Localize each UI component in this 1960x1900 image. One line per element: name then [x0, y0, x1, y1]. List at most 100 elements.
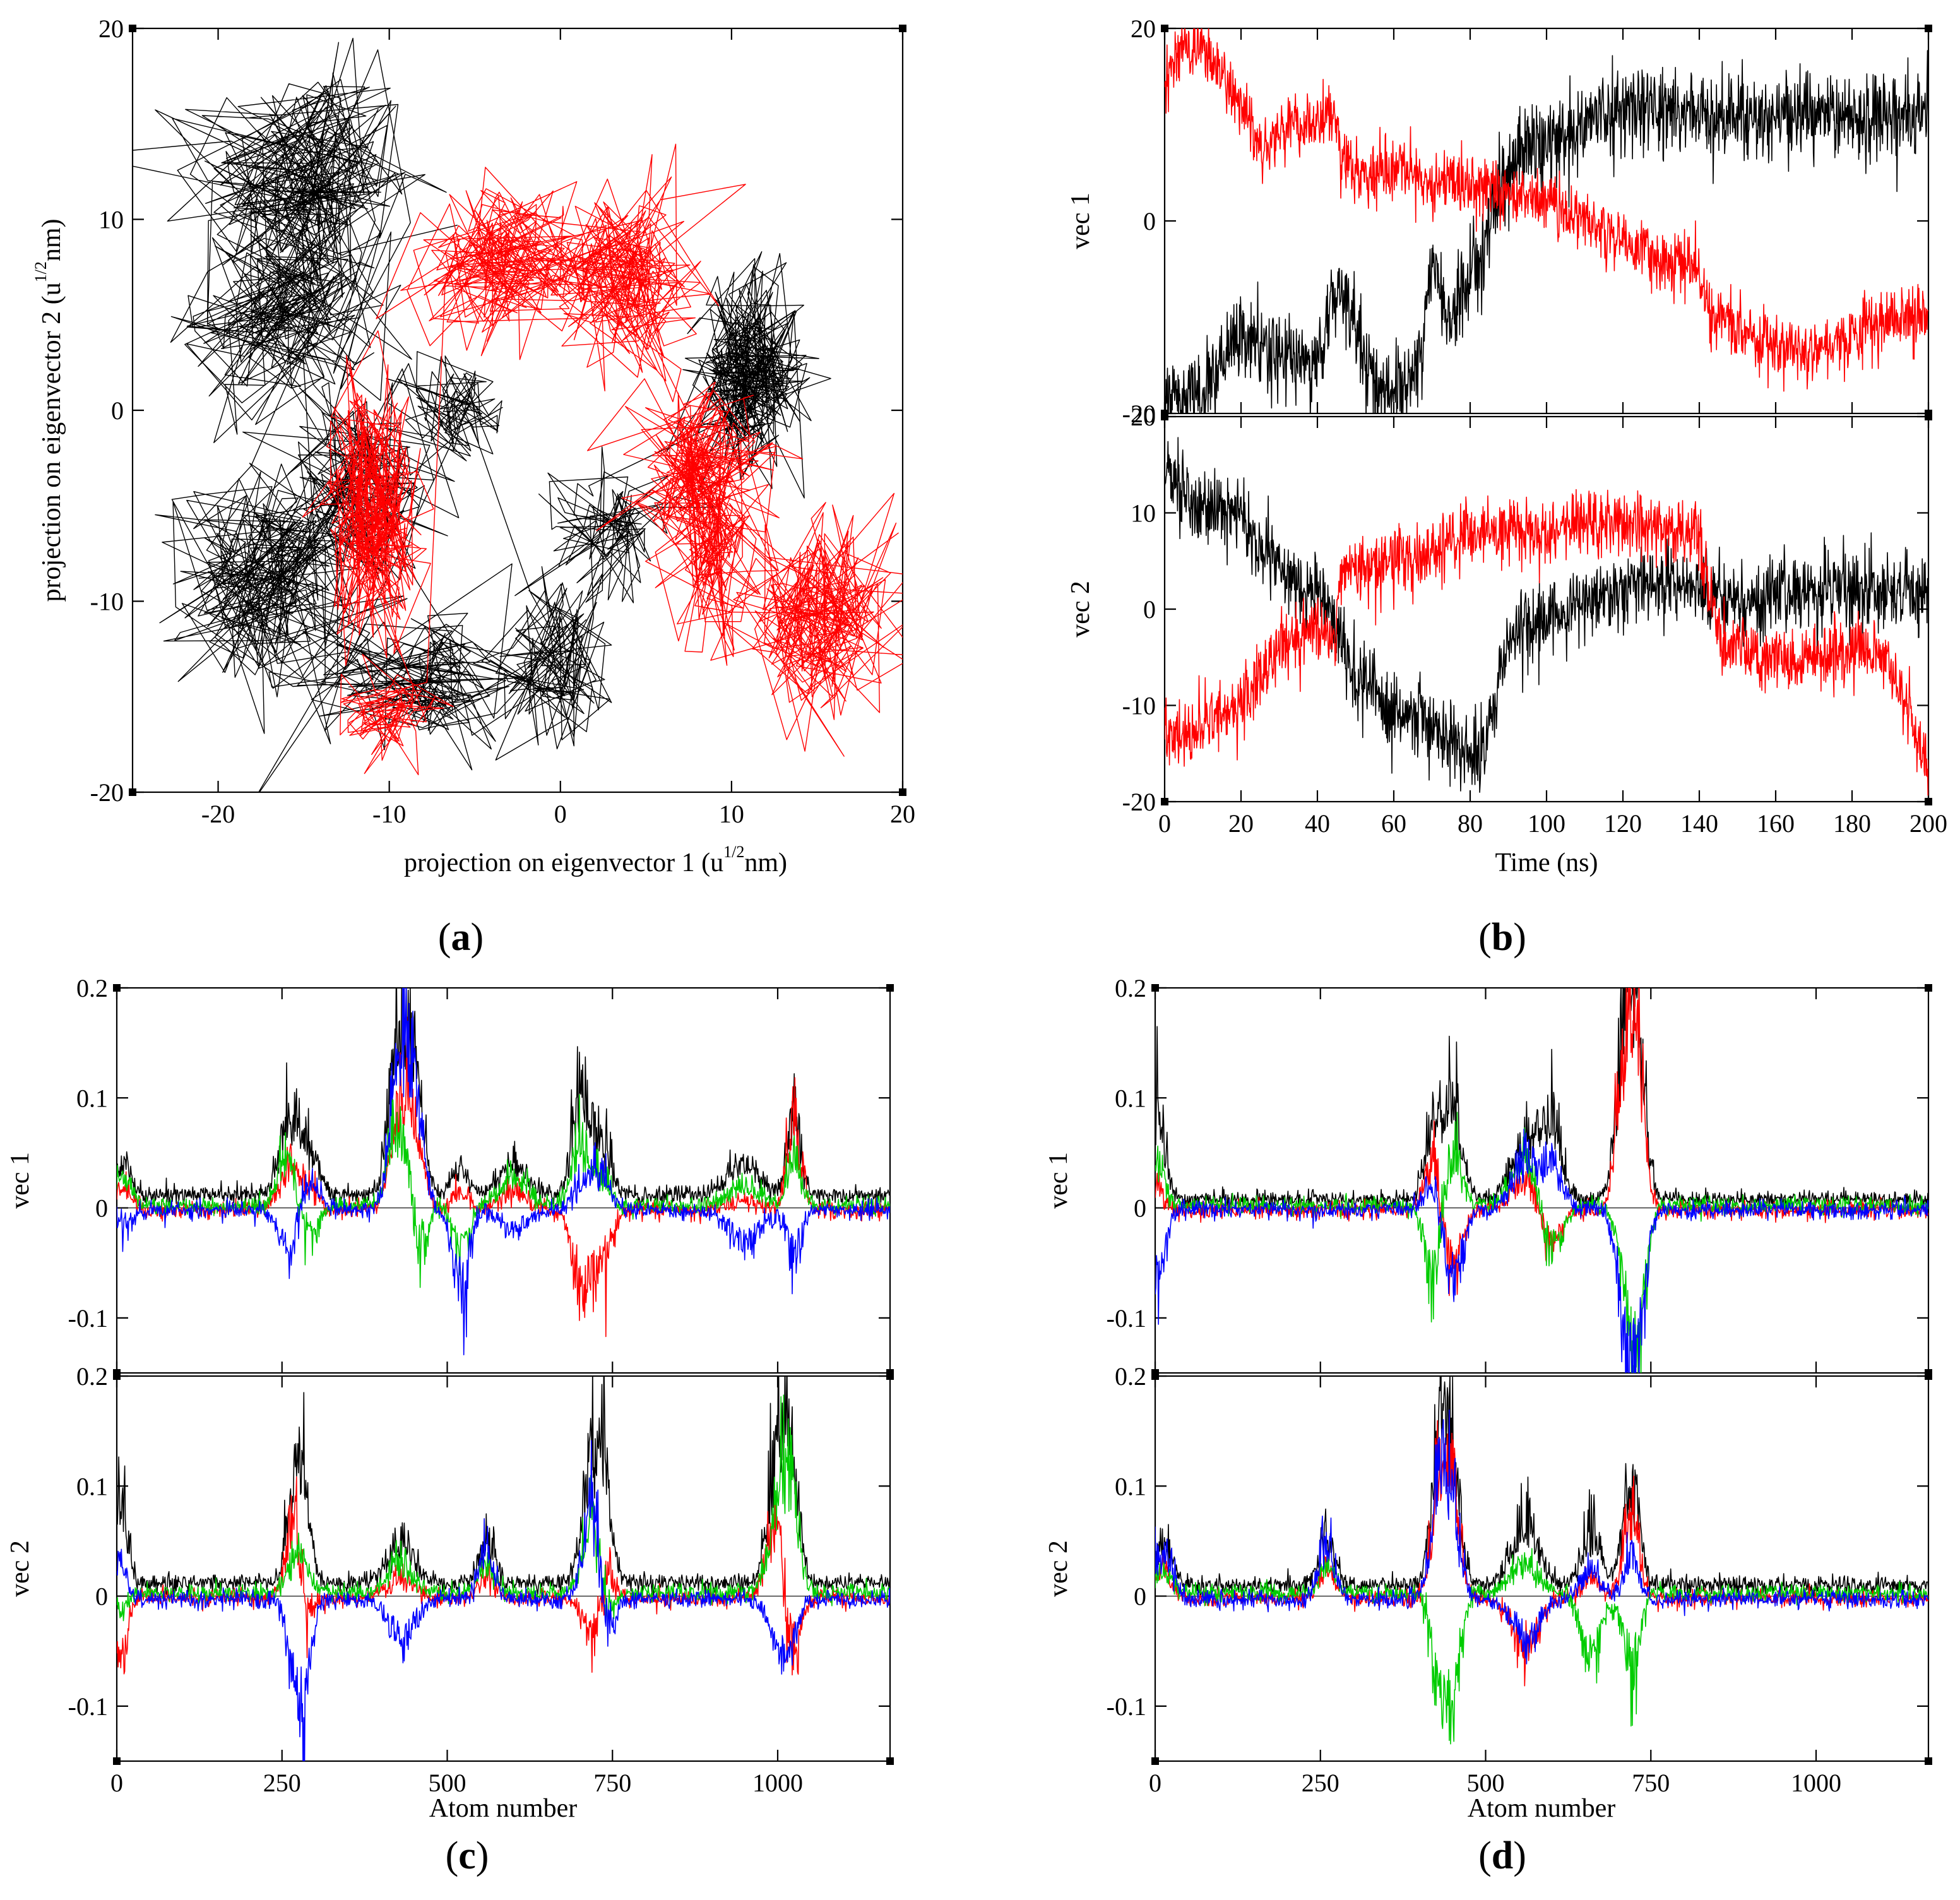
corner-marker: [886, 1372, 894, 1380]
series-group: [1165, 28, 1928, 413]
y-axis-label: projection on eigenvector 2 (u1/2nm): [32, 218, 66, 602]
series-red: [1165, 489, 1928, 796]
x-tick-label: 750: [1632, 1769, 1670, 1797]
x-tick-label: 140: [1680, 809, 1718, 838]
corner-marker: [886, 1757, 894, 1765]
series-blue: [117, 988, 890, 1356]
y-tick-label: 10: [98, 206, 124, 234]
corner-marker: [1925, 984, 1932, 992]
y-tick-label: 0.2: [76, 974, 108, 1002]
y-axis-label: vec 1: [1044, 1152, 1073, 1209]
x-tick-label: 100: [1528, 809, 1565, 838]
x-tick-label: 0: [110, 1769, 123, 1797]
plot-frame: [1154, 1375, 1930, 1762]
y-tick-label: -0.1: [68, 1692, 108, 1721]
corner-marker: [1925, 413, 1932, 420]
y-tick-label: 0: [1134, 1582, 1146, 1611]
series-red: [1165, 28, 1928, 392]
series-group: [1155, 988, 1928, 1373]
y-tick-label: -10: [90, 588, 124, 616]
x-tick-label: 1000: [752, 1769, 803, 1797]
corner-marker: [1151, 1757, 1159, 1765]
y-axis-label: vec 2: [1066, 581, 1095, 638]
y-tick-label: 0.2: [1115, 974, 1146, 1002]
y-tick-label: 0.1: [1115, 1472, 1146, 1500]
x-tick-label: 160: [1757, 809, 1795, 838]
y-axis-label: vec 2: [6, 1540, 35, 1597]
y-tick-label: 0: [1134, 1194, 1146, 1223]
corner-marker: [1151, 984, 1159, 992]
y-tick-label: 0: [95, 1582, 108, 1611]
y-tick-label: 0.1: [76, 1084, 108, 1112]
x-axis-label: projection on eigenvector 1 (u1/2nm): [404, 843, 787, 877]
panel-a: -20 -10 0 10 20 -20 -10 0 10 20 projection on eige…: [32, 15, 915, 959]
trajectory-group: [133, 37, 903, 792]
x-tick-label: 80: [1458, 809, 1483, 838]
corner-marker: [113, 984, 121, 992]
y-tick-label: 10: [1131, 499, 1156, 528]
y-tick-label: -0.1: [1107, 1304, 1146, 1333]
series-group: [1165, 437, 1928, 796]
series-group: [117, 988, 890, 1356]
series-green: [117, 1394, 890, 1624]
x-axis-label: Atom number: [1468, 1794, 1615, 1823]
x-tick-label: 60: [1381, 809, 1406, 838]
y-tick-label: -0.1: [68, 1304, 108, 1333]
y-axis-label: vec 2: [1044, 1540, 1073, 1597]
panel-label: (c): [446, 1834, 489, 1877]
y-tick-label: 0.2: [76, 1362, 108, 1391]
trajectory-black: [133, 37, 831, 792]
x-tick-label: 120: [1604, 809, 1642, 838]
x-tick-label: 0: [1158, 809, 1171, 838]
panel-label: (b): [1478, 916, 1526, 959]
corner-marker: [899, 788, 906, 796]
x-tick-label: 20: [890, 800, 915, 828]
y-tick-label: 0.2: [1115, 1362, 1146, 1391]
plot-frame: [1154, 987, 1930, 1374]
x-tick-label: 0: [554, 800, 567, 828]
x-tick-label: -10: [372, 800, 406, 828]
x-tick-label: 1000: [1791, 1769, 1841, 1797]
series-blue: [117, 1440, 890, 1761]
x-tick-label: 500: [429, 1769, 466, 1797]
series-blue: [1155, 1410, 1928, 1665]
series-group: [1155, 1376, 1928, 1745]
corner-marker: [1925, 1757, 1932, 1765]
y-axis-label: vec 1: [6, 1152, 35, 1209]
corner-marker: [129, 25, 136, 32]
plot-frame: [116, 987, 891, 1374]
corner-marker: [1161, 25, 1168, 32]
series-black: [1165, 50, 1928, 413]
corner-marker: [886, 984, 894, 992]
x-tick-label: 250: [1302, 1769, 1339, 1797]
y-tick-label: 0: [111, 396, 124, 425]
corner-marker: [1151, 1372, 1159, 1380]
series-red: [1155, 988, 1928, 1297]
trajectory-red: [302, 143, 903, 776]
x-tick-label: 750: [593, 1769, 631, 1797]
x-tick-label: 250: [263, 1769, 301, 1797]
panel-c: -0.1 0 0.1 0.2 vec 1 0 250 500 750 1000 -0.1 0 0.1 0.…: [6, 974, 894, 1877]
y-tick-label: 20: [1131, 15, 1156, 43]
x-tick-label: 500: [1467, 1769, 1505, 1797]
corner-marker: [1925, 798, 1932, 805]
corner-marker: [1925, 25, 1932, 32]
x-tick-label: 0: [1149, 1769, 1161, 1797]
series-black: [117, 1376, 890, 1598]
series-black: [1165, 437, 1928, 793]
series-black: [117, 988, 890, 1210]
y-tick-label: -20: [1122, 788, 1156, 816]
x-axis-label: Time (ns): [1495, 848, 1598, 877]
y-tick-label: -0.1: [1107, 1692, 1146, 1721]
series-black: [1155, 1376, 1928, 1600]
x-tick-label: 10: [719, 800, 744, 828]
x-tick-label: 180: [1833, 809, 1871, 838]
y-tick-label: -10: [1122, 692, 1156, 720]
x-axis-label: Atom number: [429, 1794, 577, 1823]
series-group: [117, 1376, 890, 1761]
y-tick-label: -20: [1122, 400, 1156, 428]
panel-label: (d): [1478, 1834, 1526, 1877]
plot-frame: [116, 1375, 891, 1762]
